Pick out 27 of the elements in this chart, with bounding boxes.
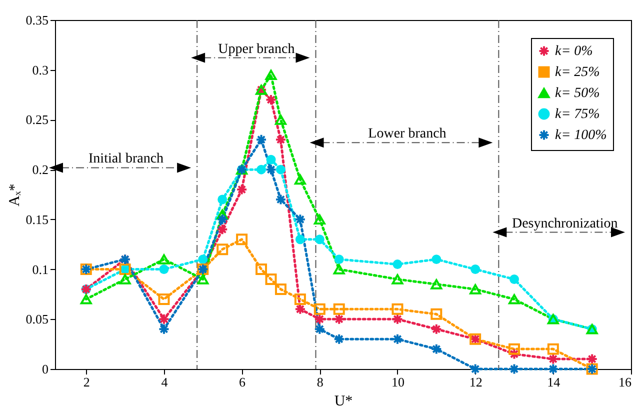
legend-label: k= 25% xyxy=(555,65,600,80)
annotation: Lower branch xyxy=(368,126,446,142)
x-tick-label: 12 xyxy=(469,374,482,390)
y-tick-label: 0.3 xyxy=(32,62,48,78)
y-tick-label: 0.05 xyxy=(26,312,48,327)
x-tick-label: 14 xyxy=(547,374,561,390)
y-tick-label: 0.1 xyxy=(32,262,48,277)
legend-label: k= 100% xyxy=(555,128,607,143)
y-tick-label: 0.25 xyxy=(26,112,48,128)
legend-label: k= 0% xyxy=(555,44,593,59)
y-tick-label: 0.35 xyxy=(26,12,48,28)
x-tick-label: 16 xyxy=(618,374,632,390)
x-tick-label: 6 xyxy=(239,374,246,390)
x-tick-label: 8 xyxy=(316,374,324,390)
y-axis-title: Aₓ* xyxy=(6,184,23,206)
x-tick-label: 10 xyxy=(391,374,404,390)
y-tick-label: 0 xyxy=(42,362,48,376)
legend-label: k= 50% xyxy=(555,86,600,101)
x-tick-label: 4 xyxy=(161,374,168,390)
legend-label: k= 75% xyxy=(555,107,600,122)
annotation: Desynchronization xyxy=(512,216,618,232)
annotation: Initial branch xyxy=(88,152,164,167)
x-tick-label: 2 xyxy=(83,374,90,390)
x-axis-title: U* xyxy=(334,394,353,410)
y-tick-label: 0.15 xyxy=(26,212,48,227)
annotation: Upper branch xyxy=(218,42,295,57)
y-tick-label: 0.2 xyxy=(32,162,48,178)
